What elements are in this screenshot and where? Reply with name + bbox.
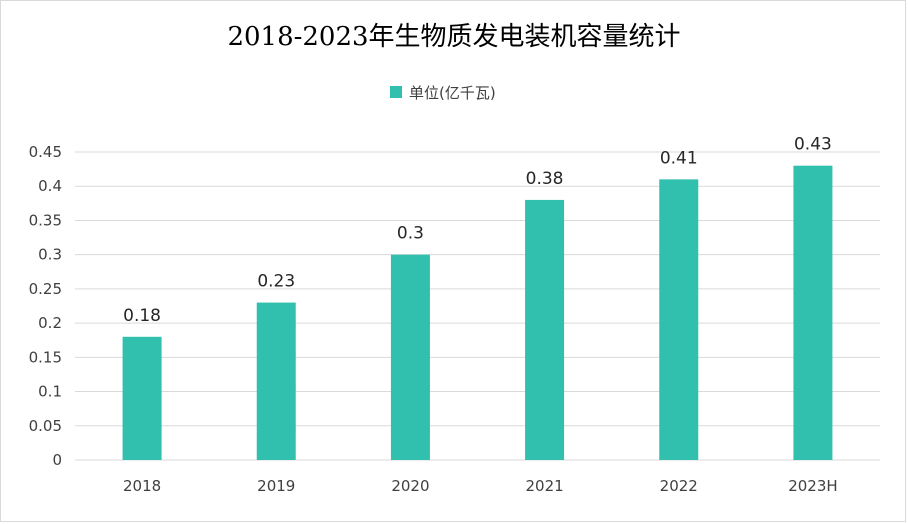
y-tick-label: 0 — [52, 451, 62, 469]
y-tick-label: 0.35 — [29, 211, 62, 229]
data-label-2020: 0.3 — [397, 224, 424, 244]
chart-title: 2018-2023年生物质发电装机容量统计 — [227, 22, 680, 52]
data-label-2022: 0.41 — [660, 148, 698, 168]
data-label-2021: 0.38 — [526, 169, 564, 189]
y-tick-label: 0.15 — [29, 348, 62, 366]
y-tick-label: 0.1 — [38, 383, 62, 401]
bars — [122, 165, 833, 460]
y-tick-label: 0.3 — [38, 246, 62, 264]
bar-labels: 0.18 0.23 0.3 0.38 0.41 0.43 — [123, 135, 832, 326]
bar-2020 — [390, 254, 430, 460]
legend: 单位(亿千瓦) — [390, 84, 496, 102]
bar-2021 — [525, 199, 565, 460]
y-tick-label: 0.4 — [38, 177, 62, 195]
x-axis: 2018 2019 2020 2021 2022 2023H — [123, 477, 838, 495]
x-tick-label: 2018 — [123, 477, 161, 495]
y-tick-label: 0.25 — [29, 280, 62, 298]
x-tick-label: 2023H — [788, 477, 837, 495]
y-tick-label: 0.05 — [29, 417, 62, 435]
legend-swatch — [390, 86, 402, 98]
data-label-2018: 0.18 — [123, 306, 161, 326]
gridlines — [75, 151, 880, 461]
bar-2019 — [256, 302, 296, 460]
bar-2023H — [793, 165, 833, 460]
y-tick-label: 0.45 — [29, 143, 62, 161]
bar-2022 — [659, 179, 699, 460]
x-tick-label: 2021 — [525, 477, 563, 495]
x-tick-label: 2019 — [257, 477, 295, 495]
data-label-2019: 0.23 — [257, 272, 295, 292]
y-axis: 0 0.05 0.1 0.15 0.2 0.25 0.3 0.35 0.4 0.45 — [29, 143, 62, 469]
data-label-2023H: 0.43 — [794, 135, 832, 155]
bar-2018 — [122, 336, 162, 460]
x-tick-label: 2020 — [391, 477, 429, 495]
legend-label: 单位(亿千瓦) — [409, 84, 496, 102]
y-tick-label: 0.2 — [38, 314, 62, 332]
x-tick-label: 2022 — [660, 477, 698, 495]
